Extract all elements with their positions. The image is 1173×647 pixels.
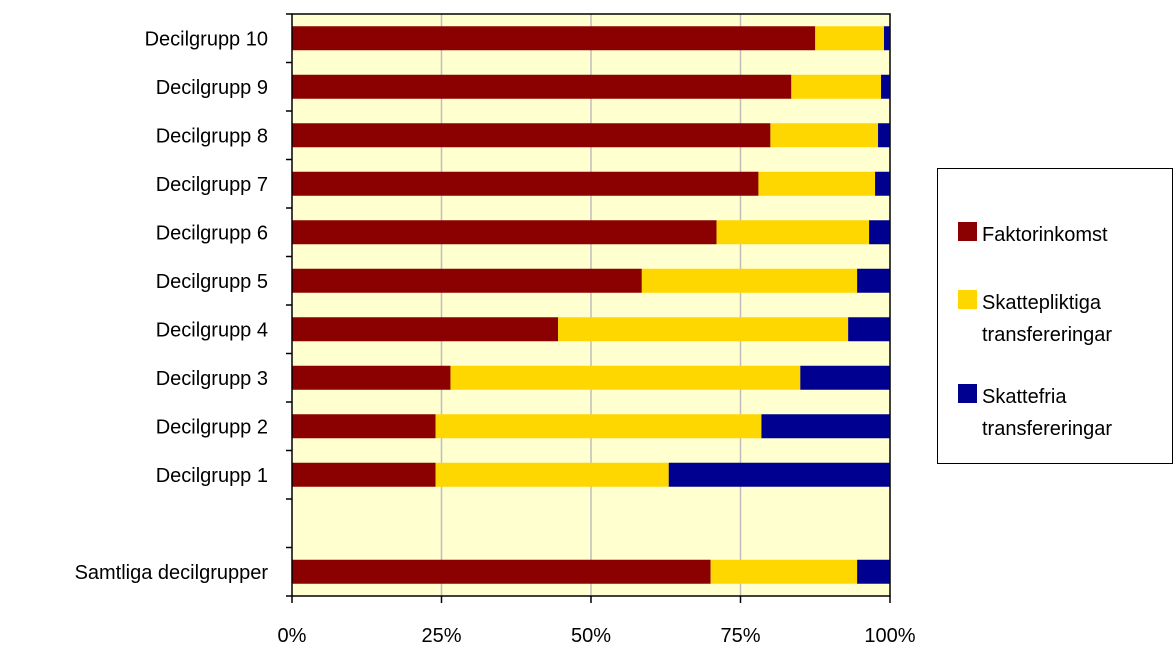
y-category-label: Decilgrupp 5 (156, 271, 268, 293)
bar-segment-faktorinkomst (292, 414, 436, 439)
y-category-label: Decilgrupp 2 (156, 416, 268, 438)
bar-segment-skattefria (875, 171, 890, 196)
bar-segment-skattefria (878, 123, 890, 148)
y-axis: Decilgrupp 10 Decilgrupp 9 Decilgrupp 8 Dec… (75, 13, 292, 597)
y-category-label: Decilgrupp 10 (145, 28, 268, 50)
bar-segment-skattepliktiga (435, 462, 669, 487)
x-tick-label: 25% (421, 625, 461, 647)
bar-segment-faktorinkomst (292, 559, 711, 584)
legend-label-skattefria: Skattefria transfereringar (982, 386, 1113, 440)
x-tick-label: 75% (720, 625, 760, 647)
legend-item-faktorinkomst: Faktorinkomst (958, 219, 1173, 251)
bar-segment-faktorinkomst (292, 26, 816, 51)
x-tick-label: 100% (864, 625, 915, 647)
y-category-label: Decilgrupp 9 (156, 77, 268, 99)
legend-label-skattepliktiga: Skattepliktiga transfereringar (982, 292, 1113, 346)
y-category-label: Decilgrupp 4 (156, 319, 268, 341)
bar-segment-skattepliktiga (435, 414, 762, 439)
x-axis: 0% 25% 50% 75% 100% (278, 596, 916, 647)
bar-segment-skattepliktiga (641, 268, 858, 293)
bar-segment-skattepliktiga (710, 559, 858, 584)
bar-segment-faktorinkomst (292, 123, 771, 148)
bar-segment-skattefria (761, 414, 890, 439)
gridlines (440, 14, 742, 596)
y-category-label: Decilgrupp 6 (156, 222, 268, 244)
bar-segment-skattepliktiga (770, 123, 879, 148)
bar-segment-skattepliktiga (450, 365, 801, 390)
legend-item-skattefria: Skattefria transfereringar (958, 381, 1173, 445)
bar-segment-skattefria (668, 462, 890, 487)
y-category-label: Decilgrupp 7 (156, 174, 268, 196)
bar-segment-faktorinkomst (292, 220, 717, 245)
bar-segment-skattefria (881, 74, 890, 99)
legend-swatch-skattefria (958, 384, 977, 403)
bar-segment-skattefria (857, 268, 890, 293)
legend-swatch-faktorinkomst (958, 222, 977, 241)
bar-segment-skattefria (800, 365, 890, 390)
legend-swatch-skattepliktiga (958, 290, 977, 309)
y-category-label: Samtliga decilgrupper (75, 562, 269, 584)
bar-segment-faktorinkomst (292, 74, 792, 99)
bar-segment-faktorinkomst (292, 462, 436, 487)
bar-segment-faktorinkomst (292, 171, 759, 196)
bars (292, 26, 890, 584)
y-category-label: Decilgrupp 8 (156, 125, 268, 147)
bar-segment-skattefria (869, 220, 890, 245)
bar-segment-skattepliktiga (815, 26, 885, 51)
bar-segment-skattefria (857, 559, 890, 584)
bar-segment-faktorinkomst (292, 317, 559, 342)
x-tick-label: 0% (278, 625, 307, 647)
legend-item-skattepliktiga: Skattepliktiga transfereringar (958, 287, 1173, 351)
bar-segment-skattepliktiga (758, 171, 876, 196)
bar-segment-skattefria (848, 317, 890, 342)
bar-segment-skattepliktiga (558, 317, 849, 342)
bar-segment-faktorinkomst (292, 268, 642, 293)
bar-segment-skattefria (884, 26, 890, 51)
bar-segment-skattepliktiga (791, 74, 882, 99)
legend: Faktorinkomst Skattepliktiga transfereri… (937, 168, 1173, 464)
bar-segment-faktorinkomst (292, 365, 451, 390)
bar-segment-skattepliktiga (716, 220, 870, 245)
x-tick-label: 50% (571, 625, 611, 647)
y-category-label: Decilgrupp 1 (156, 465, 268, 487)
y-category-label: Decilgrupp 3 (156, 368, 268, 390)
legend-label-faktorinkomst: Faktorinkomst (982, 224, 1108, 246)
